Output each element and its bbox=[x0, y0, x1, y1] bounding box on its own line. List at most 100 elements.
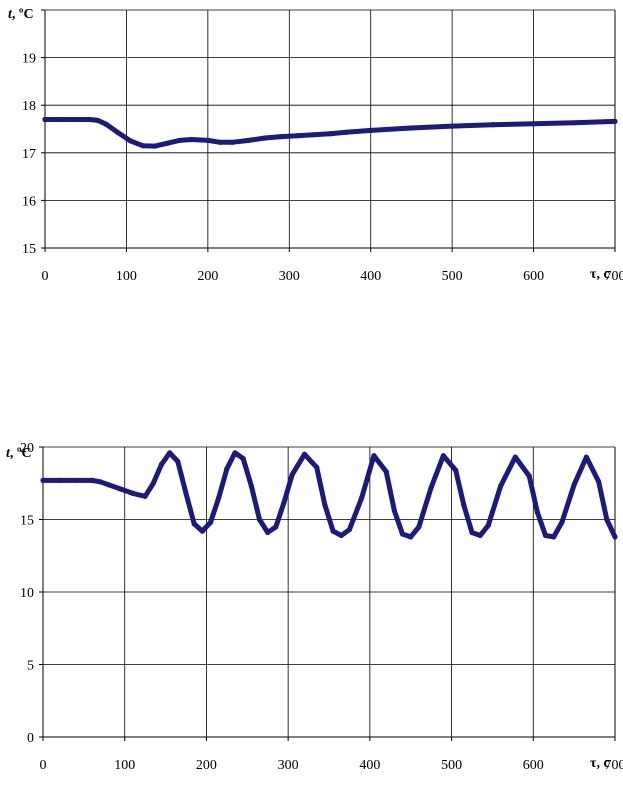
data-point bbox=[207, 519, 214, 526]
data-point bbox=[74, 116, 81, 123]
data-point bbox=[571, 120, 577, 126]
data-point bbox=[175, 458, 181, 465]
data-point bbox=[440, 453, 446, 459]
data-point bbox=[152, 143, 158, 149]
x-tick-label: 100 bbox=[114, 758, 135, 773]
data-point bbox=[229, 139, 235, 145]
data-point bbox=[150, 480, 156, 486]
data-point bbox=[130, 490, 136, 496]
data-point bbox=[612, 118, 618, 124]
data-point bbox=[469, 529, 475, 536]
data-point bbox=[542, 532, 549, 539]
data-point bbox=[127, 138, 134, 144]
data-point bbox=[289, 471, 295, 478]
data-point bbox=[526, 473, 532, 479]
data-point bbox=[262, 135, 268, 141]
data-point bbox=[368, 127, 374, 134]
data-point bbox=[490, 122, 496, 128]
data-point bbox=[512, 454, 518, 460]
data-point bbox=[256, 516, 263, 523]
data-point bbox=[158, 461, 165, 467]
data-point bbox=[399, 531, 406, 537]
data-point bbox=[224, 466, 230, 472]
data-point bbox=[461, 502, 467, 508]
data-point bbox=[95, 117, 101, 124]
data-point bbox=[103, 121, 109, 127]
x-tick-label: 0 bbox=[42, 269, 49, 284]
data-point bbox=[142, 493, 148, 499]
data-point bbox=[359, 495, 365, 501]
data-point bbox=[314, 464, 320, 470]
data-point bbox=[245, 137, 252, 144]
data-point bbox=[199, 528, 205, 534]
data-point bbox=[301, 451, 308, 457]
x-tick-label: 300 bbox=[278, 758, 299, 773]
x-tick-label: 0 bbox=[40, 758, 47, 773]
x-tick-label: 600 bbox=[523, 758, 544, 773]
data-point bbox=[530, 121, 537, 127]
data-point bbox=[140, 143, 146, 149]
x-tick-label: 300 bbox=[279, 269, 300, 284]
y-tick-label: 15 bbox=[22, 242, 36, 257]
data-point bbox=[205, 137, 211, 144]
data-point bbox=[56, 477, 62, 483]
data-point bbox=[596, 479, 602, 485]
data-point bbox=[338, 532, 344, 539]
x-tick-label: 700 bbox=[605, 758, 623, 773]
y-tick-label: 20 bbox=[20, 441, 34, 456]
data-point bbox=[408, 534, 414, 540]
data-point bbox=[191, 521, 197, 527]
data-point bbox=[240, 456, 246, 462]
x-tick-label: 400 bbox=[360, 269, 381, 284]
y-tick-label: 19 bbox=[22, 52, 36, 67]
data-point bbox=[89, 477, 95, 483]
x-tick-label: 100 bbox=[116, 269, 137, 284]
data-point bbox=[87, 116, 93, 123]
data-point bbox=[188, 136, 195, 143]
data-point bbox=[391, 508, 397, 514]
data-point bbox=[416, 524, 422, 530]
data-point bbox=[449, 123, 455, 129]
x-axis-label: τ, с bbox=[590, 756, 610, 771]
data-point bbox=[281, 499, 287, 505]
data-point bbox=[232, 450, 238, 456]
data-point bbox=[428, 485, 434, 491]
data-point bbox=[498, 483, 504, 489]
y-tick-label: 17 bbox=[22, 147, 36, 162]
data-point bbox=[485, 522, 491, 528]
data-point bbox=[408, 125, 415, 131]
y-axis-label: t, ºC bbox=[8, 7, 34, 22]
data-point bbox=[118, 486, 124, 492]
x-tick-label: 500 bbox=[442, 269, 463, 284]
data-point bbox=[477, 532, 483, 539]
data-point bbox=[583, 454, 590, 460]
data-point bbox=[371, 453, 377, 459]
data-point bbox=[604, 516, 610, 523]
data-point bbox=[248, 483, 254, 489]
x-tick-label: 500 bbox=[441, 758, 462, 773]
data-point bbox=[216, 495, 222, 501]
data-point bbox=[346, 527, 353, 533]
data-point bbox=[343, 129, 349, 135]
data-point bbox=[167, 450, 173, 456]
y-tick-label: 5 bbox=[27, 659, 34, 674]
y-axis-label: t, ºC bbox=[6, 446, 32, 461]
data-point bbox=[453, 467, 459, 473]
data-point bbox=[294, 133, 301, 139]
data-point bbox=[330, 528, 336, 534]
data-point bbox=[105, 482, 111, 488]
data-point bbox=[383, 469, 389, 475]
data-point bbox=[183, 490, 189, 496]
data-point bbox=[115, 130, 121, 136]
data-point bbox=[265, 529, 271, 536]
data-point bbox=[176, 137, 182, 144]
series-line bbox=[40, 450, 618, 540]
data-point bbox=[164, 140, 170, 146]
data-point bbox=[612, 534, 618, 540]
data-point bbox=[73, 477, 79, 483]
data-point bbox=[311, 132, 317, 138]
y-tick-label: 15 bbox=[20, 514, 34, 529]
y-tick-label: 0 bbox=[27, 731, 34, 746]
